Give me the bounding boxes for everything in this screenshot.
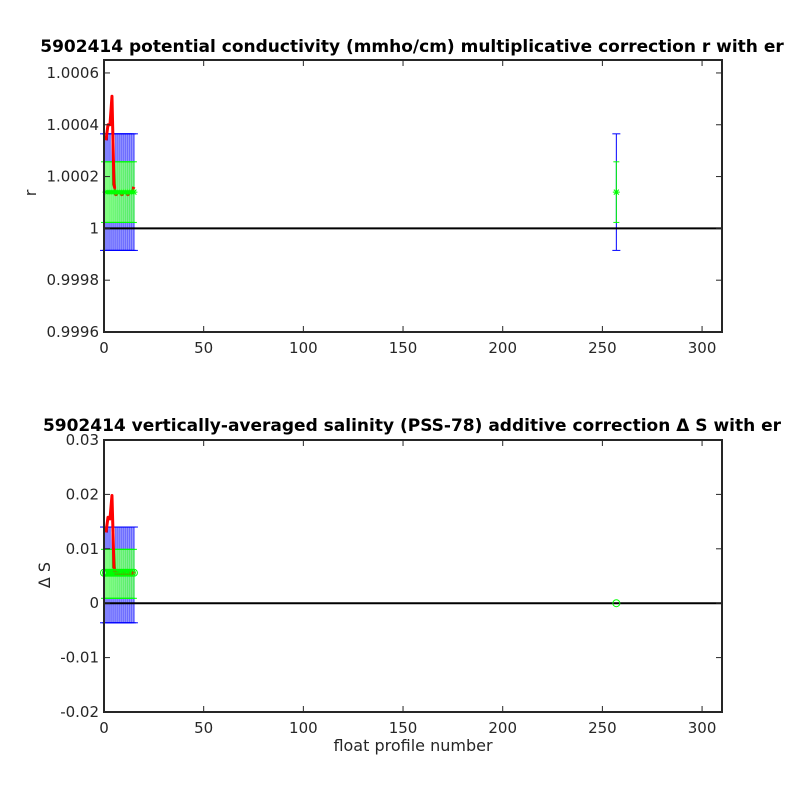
- bottom-y-tick-label: -0.02: [60, 703, 99, 721]
- bottom-y-tick-label: -0.01: [60, 649, 99, 667]
- bottom-x-tick-label: 250: [588, 719, 617, 737]
- top-plot-area: [104, 60, 722, 332]
- top-data-point: [130, 188, 138, 196]
- top-y-axis-label: r: [21, 189, 40, 196]
- bottom-x-tick-label: 150: [389, 719, 418, 737]
- top-y-tick-label: 1.0004: [47, 116, 100, 134]
- bottom-chart-title: 5902414 vertically-averaged salinity (PS…: [43, 416, 782, 436]
- bottom-data-point: [115, 568, 124, 577]
- bottom-y-tick-label: 0: [89, 594, 99, 612]
- top-y-tick-label: 1.0006: [47, 64, 100, 82]
- bottom-y-tick-label: 0.02: [66, 485, 99, 503]
- top-x-tick-label: 100: [289, 339, 318, 357]
- top-y-tick-label: 1: [89, 219, 99, 237]
- top-panel-r-correction: 5902414 potential conductivity (mmho/cm)…: [21, 37, 784, 357]
- bottom-panel-salinity-correction: 5902414 vertically-averaged salinity (PS…: [35, 416, 782, 755]
- bottom-data-point: [113, 568, 122, 577]
- top-x-tick-label: 50: [194, 339, 213, 357]
- bottom-data-point: [123, 568, 132, 577]
- top-y-tick-label: 1.0002: [47, 168, 100, 186]
- bottom-data-point: [125, 568, 134, 577]
- bottom-data-point: [105, 568, 114, 577]
- top-x-tick-label: 250: [588, 339, 617, 357]
- top-x-tick-label: 0: [99, 339, 109, 357]
- top-y-tick-label: 0.9996: [47, 323, 100, 341]
- bottom-data-point: [111, 568, 120, 577]
- top-x-tick-label: 200: [488, 339, 517, 357]
- bottom-x-tick-label: 100: [289, 719, 318, 737]
- top-x-tick-label: 150: [389, 339, 418, 357]
- bottom-data-point: [612, 599, 621, 608]
- bottom-data-point: [109, 568, 118, 577]
- bottom-data-point: [119, 568, 128, 577]
- bottom-y-tick-label: 0.01: [66, 540, 99, 558]
- top-chart-title: 5902414 potential conductivity (mmho/cm)…: [40, 37, 784, 57]
- bottom-x-tick-label: 200: [488, 719, 517, 737]
- bottom-data-point: [117, 568, 126, 577]
- top-x-tick-label: 300: [688, 339, 717, 357]
- bottom-data-point: [127, 568, 136, 577]
- bottom-y-axis-label: Δ S: [35, 562, 54, 588]
- bottom-data-point: [107, 568, 116, 577]
- top-data-point: [612, 188, 620, 196]
- bottom-data-point: [129, 568, 138, 577]
- bottom-x-tick-label: 50: [194, 719, 213, 737]
- bottom-x-tick-label: 300: [688, 719, 717, 737]
- bottom-data-point: [101, 568, 110, 577]
- top-y-tick-label: 0.9998: [47, 271, 100, 289]
- bottom-y-tick-label: 0.03: [66, 431, 99, 449]
- top-axes-frame: [103, 59, 723, 333]
- bottom-x-tick-label: 0: [99, 719, 109, 737]
- bottom-x-axis-label: float profile number: [333, 736, 493, 755]
- bottom-plot-area: [104, 440, 722, 712]
- bottom-axes-frame: [103, 439, 723, 713]
- bottom-data-point: [121, 568, 130, 577]
